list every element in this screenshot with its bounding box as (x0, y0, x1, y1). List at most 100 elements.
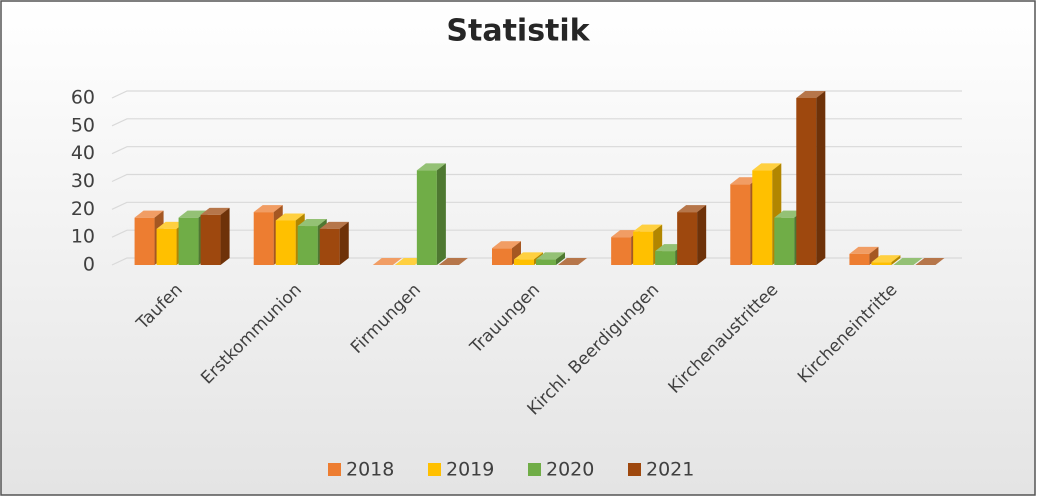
bar-top-shade (200, 207, 230, 215)
legend-label: 2020 (546, 459, 594, 481)
bar-top (915, 258, 945, 265)
bar-top (372, 258, 402, 265)
bar-top (893, 258, 923, 265)
bar (677, 205, 707, 265)
bar-front (514, 259, 534, 265)
bar (915, 258, 945, 265)
y-tick-label: 10 (71, 226, 95, 248)
legend-label: 2021 (646, 459, 694, 481)
bar-front (730, 184, 751, 265)
bar-side-shade (436, 163, 446, 265)
bar (438, 258, 468, 265)
bar-top-shade (297, 219, 327, 227)
bar-front (275, 220, 296, 265)
bar (200, 207, 230, 265)
bar-top-shade (319, 221, 349, 229)
grid-line (111, 118, 962, 127)
bar-top-shade (796, 91, 826, 98)
y-tick-label: 20 (71, 198, 95, 220)
bar-front (655, 251, 676, 265)
bar-top-shade (416, 163, 446, 171)
bar-top-shade (558, 258, 587, 265)
grid-segment (111, 90, 962, 99)
bar-side (220, 207, 230, 265)
bar-side (556, 252, 565, 265)
grid-segment (111, 201, 962, 210)
bar-top-shade (915, 258, 945, 265)
legend-label: 2019 (446, 459, 494, 481)
bar-front (849, 253, 870, 265)
bar-side (339, 221, 349, 265)
bar-top (633, 224, 663, 232)
bar-side-shade (816, 91, 826, 265)
grid-line (111, 90, 962, 99)
grid-segment (111, 146, 962, 155)
bar-front (774, 217, 795, 265)
bar-top (752, 163, 782, 171)
bar-front (871, 262, 892, 265)
y-tick-label: 0 (83, 254, 95, 276)
bar-top (438, 258, 468, 265)
grid-segment (111, 118, 962, 127)
bar-top-shade (611, 230, 641, 238)
bar-top-shade (156, 221, 186, 229)
bar-top-shade (492, 241, 521, 249)
bar-top (536, 252, 565, 260)
bar-top-shade (849, 246, 879, 254)
y-tick-label: 30 (71, 170, 95, 192)
bar-side (697, 205, 707, 265)
bar-top (200, 207, 230, 215)
bar-top-shade (893, 258, 923, 265)
bar-front (178, 217, 199, 265)
bar-top-shade (372, 258, 402, 265)
bar-top (558, 258, 587, 265)
bar-top-shade (438, 258, 468, 265)
bar-side-shade (697, 205, 707, 265)
bar-top-shade (655, 244, 685, 252)
bar-top-shade (253, 205, 283, 213)
bar-front (611, 237, 632, 265)
bar-side (436, 163, 446, 265)
bar-top (253, 205, 283, 213)
bar (394, 258, 424, 265)
bar-top-shade (134, 210, 164, 218)
bar (319, 221, 349, 265)
bar-top (492, 241, 521, 249)
legend-swatch (528, 463, 541, 476)
bar-top (730, 177, 760, 185)
bar (416, 163, 446, 265)
grid-line (111, 173, 962, 183)
bar-side-shade (556, 252, 565, 265)
bar-top-shade (394, 258, 424, 265)
bar-top (416, 163, 446, 171)
bar-front (536, 259, 556, 265)
legend-swatch (328, 463, 341, 476)
bar-front (492, 248, 512, 265)
grid-line (111, 146, 962, 155)
bar-top (611, 230, 641, 238)
bar-side (869, 246, 879, 265)
bar-front (677, 212, 698, 265)
y-tick-label: 40 (71, 142, 95, 164)
bar-top-shade (730, 177, 760, 185)
bar-top-shade (275, 213, 305, 221)
bar-top (134, 210, 164, 218)
bar (536, 252, 565, 265)
bar (558, 258, 587, 265)
bar-front (253, 212, 274, 265)
bar (372, 258, 402, 265)
bar-top (178, 210, 208, 218)
bar-top (871, 255, 901, 263)
bar-top (275, 213, 305, 221)
bar-top-shade (871, 255, 901, 263)
bar-top-shade (752, 163, 782, 171)
bar-front (156, 228, 177, 265)
bar (893, 258, 923, 265)
bar-top (774, 210, 804, 218)
bar-top-shade (633, 224, 663, 232)
chart-title: Statistik (446, 14, 590, 49)
bar-front (134, 217, 155, 265)
bar-front (297, 226, 318, 265)
bar-top-shade (774, 210, 804, 218)
